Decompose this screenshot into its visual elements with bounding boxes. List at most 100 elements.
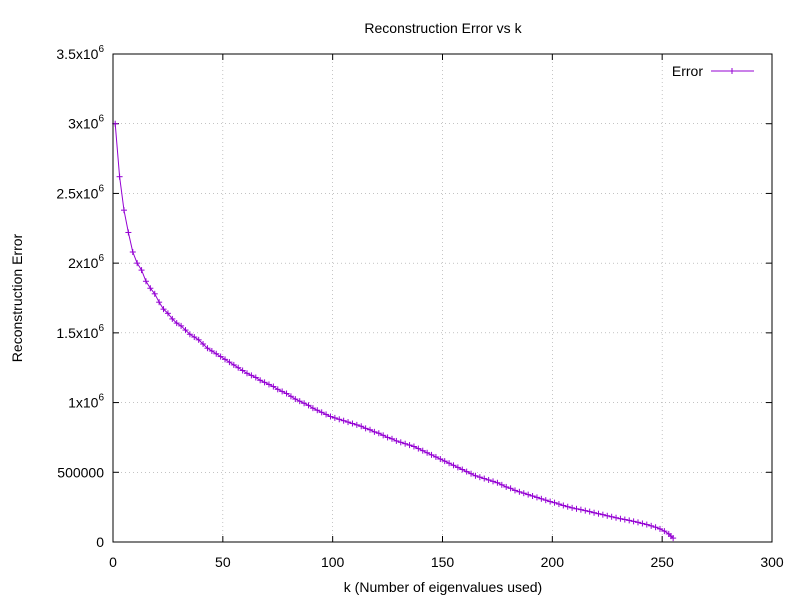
data-point-marker [265,381,272,388]
y-tick-label-base: 2.5x10 [56,185,98,201]
data-point-marker [156,299,163,306]
data-point-marker [336,416,343,423]
data-point-marker [551,499,558,506]
data-point-marker [151,290,158,297]
data-point-marker [507,485,514,492]
data-point-marker [635,519,642,526]
x-tick-label: 50 [215,554,231,570]
data-point-marker [349,420,356,427]
data-point-marker [134,260,141,267]
data-point-marker [116,173,123,180]
data-point-marker [314,407,321,414]
data-point-marker [362,425,369,432]
data-point-marker [547,498,554,505]
y-tick-label: 3.5x106 [56,44,104,62]
data-point-marker [595,510,602,517]
y-tick-label: 0 [96,534,104,550]
data-point-marker [208,347,215,354]
data-point-marker [327,413,334,420]
data-point-marker [191,334,198,341]
data-point-marker [630,518,637,525]
data-point-marker [160,306,167,313]
y-tick-label-base: 3x10 [68,116,99,132]
data-point-marker [437,456,444,463]
x-tick-label: 150 [431,554,455,570]
data-point-marker [446,460,453,467]
data-point-marker [529,492,536,499]
data-point-marker [599,511,606,518]
data-point-marker [490,478,497,485]
data-point-marker [613,514,620,521]
data-point-marker [384,434,391,441]
data-point-marker [604,512,611,519]
y-tick-label: 500000 [57,464,104,480]
data-point-marker [283,390,290,397]
data-point-marker [367,426,374,433]
y-tick-label-base: 1x10 [68,395,99,411]
data-point-marker [459,466,466,473]
data-point-marker [516,488,523,495]
data-point-marker [301,400,308,407]
data-point-marker [125,229,132,236]
data-point-marker [388,435,395,442]
data-point-marker [511,487,518,494]
data-point-marker [485,476,492,483]
legend: Error [672,63,754,79]
data-point-marker [582,507,589,514]
data-point-marker [257,377,264,384]
data-point-marker [481,475,488,482]
data-point-marker [468,470,475,477]
data-point-marker [186,331,193,338]
data-point-marker [410,443,417,450]
data-point-marker [296,398,303,405]
data-point-marker [169,315,176,322]
data-point-marker [476,474,483,481]
data-point-marker [525,491,532,498]
data-point-marker [375,430,382,437]
data-point-marker [261,379,268,386]
y-tick-label: 1x106 [68,393,104,411]
data-point-marker [393,437,400,444]
data-point-marker [235,364,242,371]
data-point-marker [520,490,527,497]
data-point-marker [358,423,365,430]
data-point-marker [463,468,470,475]
y-tick-label-exponent: 6 [98,114,104,125]
data-point-marker [142,278,149,285]
data-point-marker [503,483,510,490]
data-point-marker [406,442,413,449]
data-point-marker [120,207,127,214]
data-point-marker [138,267,145,274]
y-tick-label-exponent: 6 [98,44,104,55]
data-series [112,120,677,542]
data-point-marker [279,388,286,395]
y-tick-label-exponent: 6 [98,323,104,334]
data-point-marker [371,428,378,435]
y-tick-label-exponent: 6 [98,253,104,264]
data-point-marker [441,458,448,465]
data-point-marker [345,419,352,426]
data-point-marker [402,440,409,447]
data-point-marker [608,513,615,520]
y-tick-label-base: 0 [96,534,104,550]
data-point-marker [164,310,171,317]
data-point-marker [498,481,505,488]
data-point-marker [472,472,479,479]
y-tick-label-base: 2x10 [68,255,99,271]
data-point-marker [564,503,571,510]
grid [113,54,772,542]
data-point-marker [380,432,387,439]
data-point-marker [213,350,220,357]
x-axis-label: k (Number of eigenvalues used) [344,579,542,595]
data-point-marker [230,361,237,368]
y-tick-label-exponent: 6 [98,183,104,194]
data-point-marker [318,409,325,416]
data-point-marker [178,322,185,329]
y-tick-label-exponent: 6 [98,393,104,404]
chart-title: Reconstruction Error vs k [364,20,522,36]
data-point-marker [292,396,299,403]
data-point-marker [652,524,659,531]
data-point-marker [555,501,562,508]
data-point-marker [538,495,545,502]
